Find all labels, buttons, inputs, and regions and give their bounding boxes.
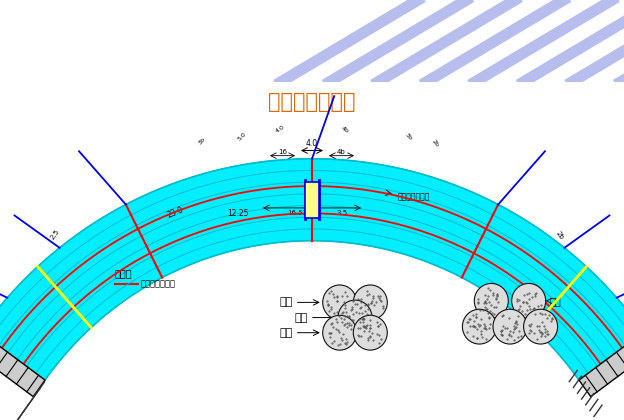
Text: 4b: 4b bbox=[336, 149, 345, 155]
Text: 图例：: 图例： bbox=[115, 268, 133, 278]
Text: 上环: 上环 bbox=[280, 297, 293, 307]
Text: 3b: 3b bbox=[198, 136, 207, 145]
Text: 12.25: 12.25 bbox=[227, 209, 249, 218]
FancyBboxPatch shape bbox=[305, 182, 319, 218]
Circle shape bbox=[353, 315, 388, 350]
Circle shape bbox=[462, 309, 497, 344]
Circle shape bbox=[353, 285, 388, 320]
Circle shape bbox=[323, 315, 357, 350]
Polygon shape bbox=[0, 159, 624, 380]
Text: 3b: 3b bbox=[403, 132, 412, 141]
Text: 16.53: 16.53 bbox=[287, 210, 307, 216]
Circle shape bbox=[474, 284, 509, 318]
Text: 23.0: 23.0 bbox=[165, 205, 185, 220]
Polygon shape bbox=[579, 332, 624, 396]
Circle shape bbox=[323, 285, 357, 320]
Text: 2b: 2b bbox=[431, 138, 439, 147]
Circle shape bbox=[524, 309, 558, 344]
Text: 5.0: 5.0 bbox=[236, 131, 247, 141]
Text: 下环: 下环 bbox=[280, 328, 293, 338]
Circle shape bbox=[512, 284, 546, 318]
Text: 16: 16 bbox=[278, 149, 288, 155]
Text: 2b: 2b bbox=[555, 230, 565, 241]
Polygon shape bbox=[0, 332, 45, 396]
Text: 拱脚中心截面型: 拱脚中心截面型 bbox=[398, 192, 431, 201]
Text: 3.5: 3.5 bbox=[336, 210, 348, 216]
Text: 4b: 4b bbox=[340, 126, 349, 134]
Text: 拱圈分环示意图: 拱圈分环示意图 bbox=[268, 92, 356, 112]
Circle shape bbox=[493, 309, 527, 344]
Text: 中环: 中环 bbox=[295, 312, 308, 323]
Text: 上环: 上环 bbox=[550, 296, 562, 306]
Text: 4.0: 4.0 bbox=[306, 139, 318, 149]
Text: 上、中环断面处: 上、中环断面处 bbox=[141, 279, 176, 288]
Text: 4.0: 4.0 bbox=[275, 125, 286, 134]
Text: 2.5: 2.5 bbox=[49, 228, 61, 241]
Text: 主拱肋拆除采用斜拉挂扣缆索吊装的施工工艺，分
环分段进行。: 主拱肋拆除采用斜拉挂扣缆索吊装的施工工艺，分 环分段进行。 bbox=[19, 10, 230, 46]
Circle shape bbox=[338, 300, 372, 335]
